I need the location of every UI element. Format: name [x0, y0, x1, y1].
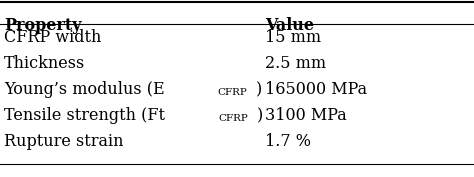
Text: 165000 MPa: 165000 MPa [265, 81, 367, 98]
Text: CFRP: CFRP [218, 88, 247, 97]
Text: Young’s modulus (E: Young’s modulus (E [4, 81, 170, 98]
Text: ): ) [256, 81, 262, 98]
Text: 2.5 mm: 2.5 mm [265, 56, 327, 73]
Text: Value: Value [265, 17, 314, 34]
Text: 1.7 %: 1.7 % [265, 133, 311, 150]
Text: Tensile strength (Ft: Tensile strength (Ft [4, 107, 170, 124]
Text: 15 mm: 15 mm [265, 30, 321, 47]
Text: CFRP: CFRP [218, 114, 248, 123]
Text: Thickness: Thickness [4, 56, 85, 73]
Text: CFRP width: CFRP width [4, 30, 101, 47]
Text: 3100 MPa: 3100 MPa [265, 107, 347, 124]
Text: ): ) [256, 107, 263, 124]
Text: Property: Property [4, 17, 82, 34]
Text: Rupture strain: Rupture strain [4, 133, 123, 150]
